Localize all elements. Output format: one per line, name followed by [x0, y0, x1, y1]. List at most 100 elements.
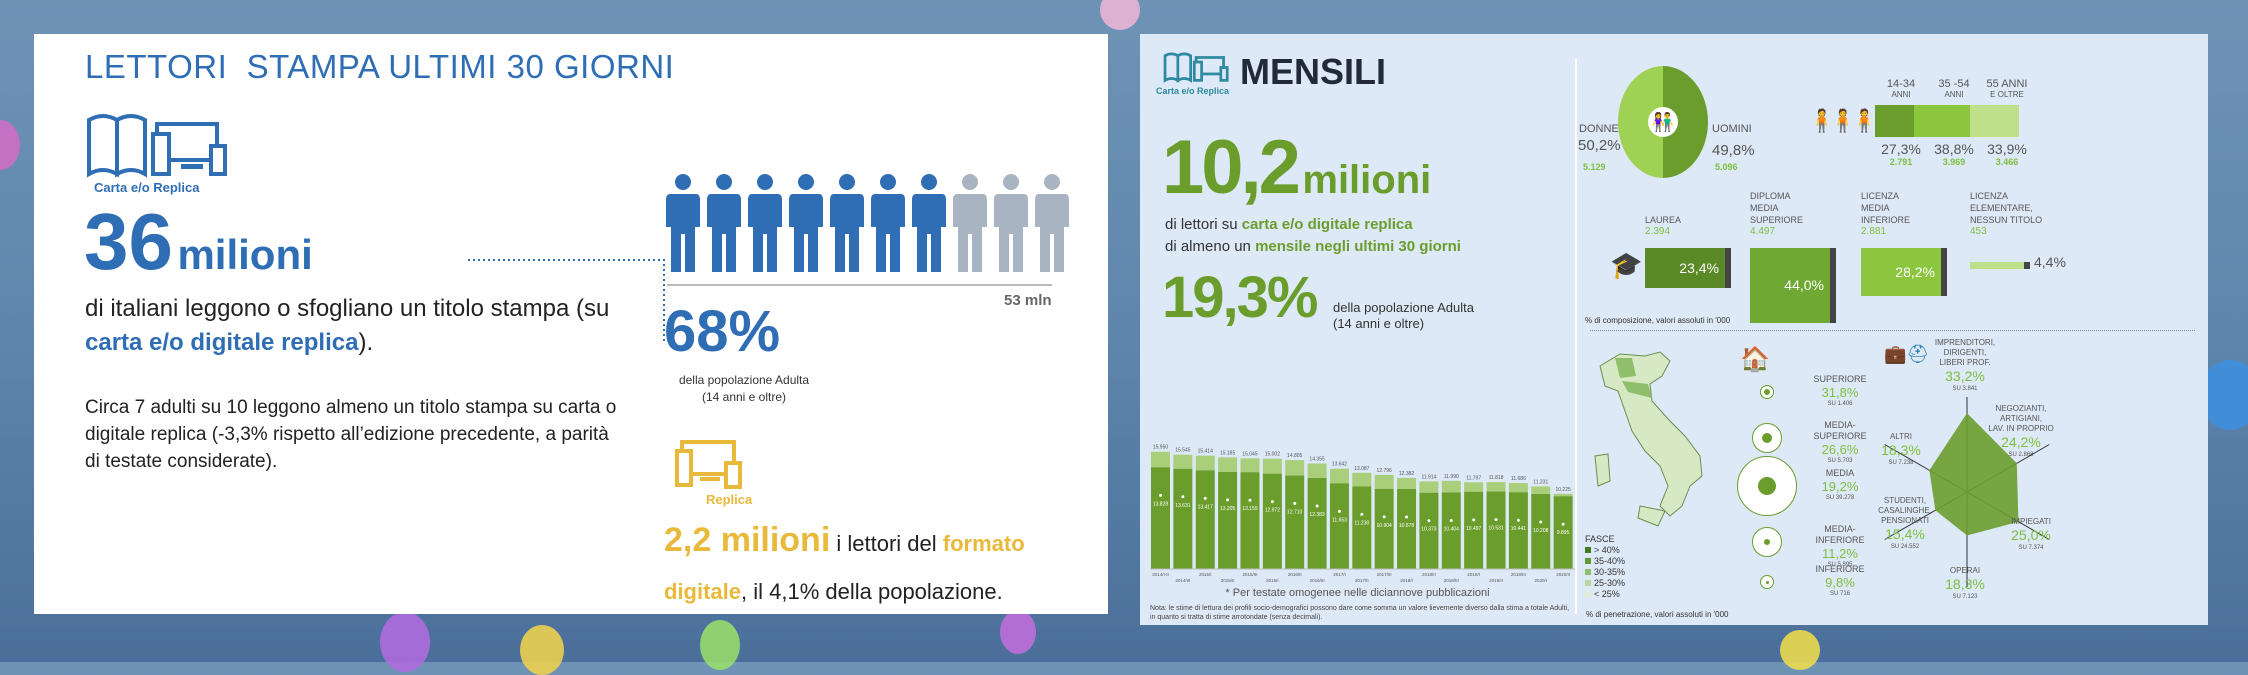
- bar-marker: [1494, 518, 1498, 522]
- family-icon: 🧍🧍🧍: [1808, 108, 1878, 133]
- person-icon: [666, 174, 700, 272]
- bar-total: [1441, 480, 1461, 493]
- icon-caption: Carta e/o Replica: [1156, 86, 1230, 96]
- bar-total-label: 15.045: [1242, 451, 1258, 457]
- bar-total-label: 15.185: [1220, 450, 1236, 456]
- bar-total-label: 11.818: [1489, 475, 1504, 481]
- population-total: 53 mln: [1004, 292, 1052, 309]
- bar-total: [1486, 482, 1506, 492]
- person-icon: [912, 174, 946, 272]
- bar-homogeneous: [1397, 489, 1417, 569]
- replica-number: 2,2 milioni: [664, 521, 831, 559]
- bar-homogeneous: [1352, 486, 1372, 569]
- bar-total: [1531, 486, 1551, 494]
- age-segment: [1875, 105, 1915, 137]
- bar-total: [1374, 474, 1394, 489]
- bar-marker: [1405, 515, 1409, 519]
- women-label: DONNE: [1579, 123, 1619, 135]
- bar-inner-label: 10.373: [1421, 527, 1437, 533]
- bar-marker: [1561, 522, 1565, 526]
- readers-number: 36: [84, 197, 173, 286]
- bar-total: [1397, 477, 1417, 490]
- people-pictogram: [664, 172, 1074, 272]
- bar-total-label: 11.990: [1444, 474, 1459, 480]
- bar-inner-label: 10.208: [1533, 528, 1549, 534]
- bar-total: [1553, 493, 1573, 497]
- bar-marker: [1360, 512, 1364, 516]
- percent-value: 68%: [664, 299, 781, 364]
- person-icon: [748, 174, 782, 272]
- bar-marker: [1315, 504, 1319, 508]
- x-tick-label: 2014/I-II: [1152, 572, 1169, 577]
- x-tick-label: 2017/I: [1333, 572, 1346, 577]
- legend-swatch: [1585, 547, 1591, 553]
- bar-marker: [1539, 520, 1543, 524]
- bar-total-label: 11.914: [1421, 474, 1436, 480]
- bar-homogeneous: [1307, 477, 1327, 569]
- bar-total: [1262, 458, 1282, 474]
- bar-homogeneous: [1285, 475, 1305, 569]
- class-label: INFERIORE 9,8% SU 716: [1815, 564, 1865, 597]
- print-readers-panel: LETTORI STAMPA ULTIMI 30 GIORNI Carta e/…: [34, 34, 1108, 614]
- x-tick-label: 2016/II: [1288, 572, 1302, 577]
- profession-labels: IMPRENDITORI, DIRIGENTI, LIBERI PROF. 33,2%…: [1840, 338, 2200, 624]
- book-devices-icon: [87, 114, 227, 178]
- social-class-list: SUPERIORE 31,8% SU 1.406 MEDIA-SUPERIORE 26,…: [1730, 374, 1880, 608]
- monthly-description: di lettori su carta e/o digitale replica…: [1165, 216, 1461, 255]
- bar-total-label: 14.805: [1287, 453, 1303, 459]
- replica-devices-icon: [675, 440, 742, 489]
- balloon-decoration: [1100, 0, 1140, 30]
- bar-total-label: 12.382: [1399, 471, 1415, 477]
- bar-total-label: 11.686: [1511, 476, 1526, 482]
- bar-inner-label: 12.972: [1265, 508, 1281, 514]
- bar-total: [1508, 483, 1528, 493]
- chart-nota: Nota: le stime di lettura dei profili so…: [1150, 605, 1570, 621]
- gender-donut: 👫: [1618, 66, 1708, 178]
- balloon-decoration: [1000, 610, 1036, 654]
- bar-inner-label: 13.159: [1242, 506, 1258, 512]
- italy-map: [1594, 351, 1703, 527]
- readers-trend-chart: 15.950 13.828 2014/I-II 15.545 13.631 2014/II…: [1150, 445, 1575, 583]
- balloon-decoration: [700, 620, 740, 670]
- bar-inner-label: 10.878: [1399, 523, 1415, 529]
- bar-total: [1464, 482, 1484, 492]
- legend-item: > 40%: [1585, 545, 1625, 556]
- education-bar: 23,4%: [1645, 248, 1731, 288]
- age-value: 33,9% 3.466: [1987, 141, 2027, 167]
- bar-total: [1151, 451, 1170, 468]
- community-house-icon: 🏠: [1740, 346, 1770, 373]
- replica-statement: 2,2 milioni i lettori del formato digita…: [664, 521, 1025, 604]
- bar-total-label: 11.797: [1466, 475, 1481, 481]
- age-value: 27,3% 2.791: [1881, 141, 1921, 167]
- highlight: carta e/o digitale replica: [85, 329, 359, 356]
- column-divider: [1575, 59, 1577, 614]
- bar-total-label: 11.231: [1533, 479, 1548, 485]
- penetration-note: % di penetrazione, valori assoluti in '0…: [1586, 610, 1729, 619]
- bar-inner-label: 10.531: [1488, 526, 1504, 532]
- replica-caption: Replica: [706, 492, 753, 507]
- bar-inner-label: 13.631: [1175, 503, 1191, 509]
- monthly-unit: milioni: [1302, 158, 1432, 202]
- legend-item: 25-30%: [1585, 578, 1625, 589]
- readers-description: di italiani leggono o sfogliano un titol…: [85, 295, 610, 356]
- bar-homogeneous: [1531, 493, 1551, 569]
- bar-inner-label: 12.710: [1287, 510, 1303, 516]
- bar-total: [1218, 457, 1238, 472]
- person-icon: [707, 174, 741, 272]
- person-icon: [1035, 174, 1069, 272]
- bar-inner-label: 10.497: [1466, 526, 1482, 532]
- x-tick-label: 2015/I: [1199, 572, 1212, 577]
- bar-homogeneous: [1374, 488, 1394, 569]
- monthly-number: 10,2: [1162, 125, 1301, 210]
- panel-title: LETTORI STAMPA ULTIMI 30 GIORNI: [85, 48, 675, 85]
- bar-total-label: 13.087: [1354, 466, 1370, 472]
- profession-radar: [1884, 397, 2050, 587]
- education-percent: 4,4%: [2034, 254, 2066, 270]
- education-label: LICENZA MEDIA INFERIORE 2.881: [1861, 191, 1911, 237]
- education-label: LICENZA ELEMENTARE, NESSUN TITOLO 453: [1970, 191, 2043, 237]
- bar-total: [1419, 481, 1439, 493]
- class-dot: [1758, 477, 1776, 495]
- graduation-cap-icon: 🎓: [1610, 250, 1643, 280]
- women-percent: 50,2%: [1578, 137, 1621, 154]
- bar-marker: [1203, 496, 1207, 500]
